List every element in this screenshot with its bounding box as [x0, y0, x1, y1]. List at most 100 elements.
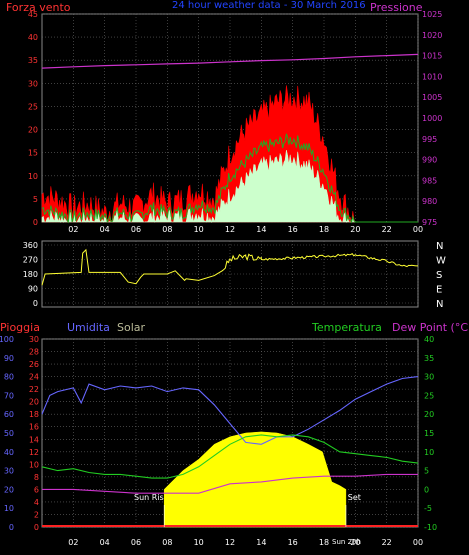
- top-right-tick-label: 980: [422, 197, 437, 206]
- top-left-tick-label: 25: [28, 102, 38, 111]
- direction-compass-label: W: [436, 256, 446, 267]
- rain-tick-label: 24: [29, 373, 39, 382]
- temperature-tick-label: -5: [424, 504, 432, 513]
- bottom-x-tick-label: 22: [382, 538, 392, 547]
- top-x-tick-label: 00: [413, 225, 423, 234]
- rain-tick-label: 8: [34, 473, 39, 482]
- humidity-tick-label: 30: [4, 467, 14, 476]
- direction-left-tick-label: 180: [23, 270, 38, 279]
- humidity-tick-label: 70: [4, 391, 14, 400]
- temperature-tick-label: 20: [424, 410, 434, 419]
- dewpoint-axis-label: Dew Point (°C): [392, 321, 469, 334]
- direction-compass-label: N: [436, 241, 443, 252]
- top-left-tick-label: 15: [28, 149, 38, 158]
- bottom-x-tick-label: 12: [225, 538, 235, 547]
- temperature-tick-label: 0: [424, 485, 429, 494]
- bottom-x-tick-label: 06: [131, 538, 141, 547]
- top-left-tick-label: 10: [28, 172, 38, 181]
- top-x-tick-label: 02: [68, 225, 78, 234]
- direction-left-tick-label: 90: [28, 285, 38, 294]
- top-x-tick-label: 20: [350, 225, 360, 234]
- temperature-tick-label: 25: [424, 391, 434, 400]
- bottom-x-tick-label: 08: [162, 538, 172, 547]
- humidity-tick-label: 90: [4, 354, 14, 363]
- bottom-x-tick-label: 20: [350, 538, 360, 547]
- temperature-tick-label: 5: [424, 467, 429, 476]
- top-right-tick-label: 1005: [422, 93, 442, 102]
- humidity-tick-label: 50: [4, 429, 14, 438]
- solar-axis-label: Solar: [117, 321, 146, 334]
- temperature-tick-label: 35: [424, 354, 434, 363]
- direction-compass-label: E: [436, 285, 442, 296]
- bottom-x-tick-label: 02: [68, 538, 78, 547]
- top-x-tick-label: 16: [288, 225, 298, 234]
- rain-tick-label: 2: [34, 510, 39, 519]
- solar-area-series: [163, 431, 347, 528]
- bottom-x-tick-label: 04: [100, 538, 110, 547]
- bottom-x-tick-label: 00: [413, 538, 423, 547]
- direction-left-tick-label: 360: [23, 241, 38, 250]
- pressure-series: [41, 53, 419, 69]
- humidity-tick-label: 80: [4, 373, 14, 382]
- humidity-tick-label: 100: [0, 335, 14, 344]
- direction-compass-label: S: [436, 270, 442, 281]
- rain-tick-label: 0: [34, 523, 39, 532]
- temperature-series: [41, 434, 419, 479]
- top-right-tick-label: 1020: [422, 31, 442, 40]
- temperature-tick-label: -10: [424, 523, 437, 532]
- rain-tick-label: 14: [29, 435, 39, 444]
- pressure-axis-label: Pressione: [370, 1, 423, 14]
- rain-tick-label: 4: [34, 498, 39, 507]
- top-x-tick-label: 22: [382, 225, 392, 234]
- top-x-tick-label: 14: [256, 225, 266, 234]
- top-right-tick-label: 990: [422, 156, 437, 165]
- top-left-tick-label: 20: [28, 126, 38, 135]
- top-left-tick-label: 30: [28, 79, 38, 88]
- temperature-axis-label: Temperatura: [311, 321, 382, 334]
- direction-left-tick-label: 0: [33, 299, 38, 308]
- top-left-tick-label: 0: [33, 218, 38, 227]
- top-left-tick-label: 40: [28, 33, 38, 42]
- temperature-tick-label: 30: [424, 373, 434, 382]
- top-x-tick-label: 18: [319, 225, 329, 234]
- sunrise-label: Sun Rise: [134, 493, 169, 502]
- top-right-tick-label: 1000: [422, 114, 442, 123]
- tick-layer: 0510152025303540459759809859909951000100…: [0, 10, 446, 547]
- bottom-x-tick-label: 18: [319, 538, 329, 547]
- bottom-x-tick-label: 14: [256, 538, 266, 547]
- plot-layer: [41, 53, 419, 528]
- rain-axis-label: Pioggia: [0, 321, 40, 334]
- temperature-tick-label: 40: [424, 335, 434, 344]
- bottom-x-tick-label: 16: [288, 538, 298, 547]
- top-right-tick-label: 985: [422, 176, 437, 185]
- top-right-tick-label: 1025: [422, 10, 442, 19]
- humidity-tick-label: 10: [4, 504, 14, 513]
- temperature-tick-label: 15: [424, 429, 434, 438]
- wind-direction-series: [41, 248, 418, 286]
- wind-avg-series: [41, 133, 418, 224]
- top-x-tick-label: 06: [131, 225, 141, 234]
- humidity-tick-label: 0: [9, 523, 14, 532]
- rain-tick-label: 18: [29, 410, 39, 419]
- rain-tick-label: 30: [29, 335, 39, 344]
- humidity-tick-label: 60: [4, 410, 14, 419]
- rain-tick-label: 28: [29, 348, 39, 357]
- rain-tick-label: 10: [29, 460, 39, 469]
- top-right-tick-label: 1010: [422, 72, 442, 81]
- dewpoint-series: [42, 473, 418, 494]
- top-right-tick-label: 1015: [422, 52, 442, 61]
- top-x-tick-label: 08: [162, 225, 172, 234]
- rain-tick-label: 22: [29, 385, 39, 394]
- top-right-tick-label: 995: [422, 135, 437, 144]
- rain-tick-label: 12: [29, 448, 39, 457]
- wind-axis-label: Forza vento: [6, 1, 71, 14]
- top-left-tick-label: 35: [28, 56, 38, 65]
- rain-tick-label: 20: [29, 398, 39, 407]
- humidity-axis-label: Umidita: [67, 321, 110, 334]
- top-right-tick-label: 975: [422, 218, 437, 227]
- top-x-tick-label: 04: [100, 225, 110, 234]
- chart-title: 24 hour weather data - 30 March 2016: [172, 0, 366, 11]
- top-x-tick-label: 10: [194, 225, 204, 234]
- rain-tick-label: 6: [34, 485, 39, 494]
